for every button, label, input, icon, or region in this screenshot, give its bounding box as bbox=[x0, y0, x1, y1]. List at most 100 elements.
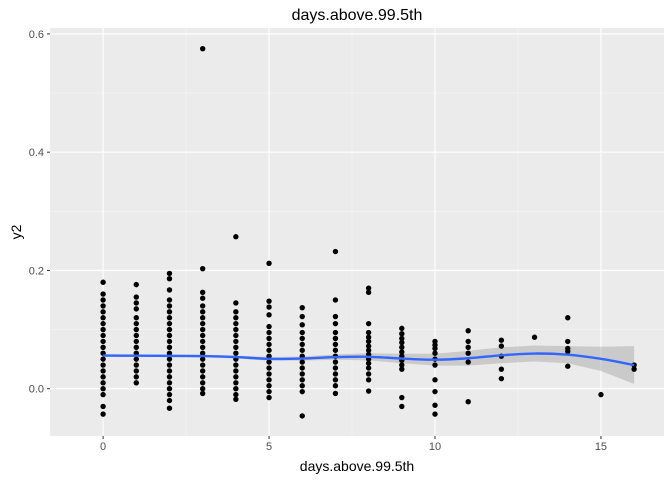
data-point bbox=[199, 309, 206, 315]
data-point bbox=[100, 356, 106, 362]
data-point bbox=[233, 320, 239, 327]
data-point bbox=[100, 368, 106, 374]
data-point bbox=[100, 315, 106, 321]
data-point bbox=[199, 332, 206, 339]
data-point bbox=[133, 332, 139, 339]
data-point bbox=[266, 312, 272, 318]
data-point bbox=[166, 338, 173, 345]
data-point bbox=[299, 359, 305, 365]
data-point bbox=[266, 353, 272, 359]
data-point bbox=[233, 385, 239, 392]
data-point bbox=[399, 403, 405, 410]
data-point bbox=[465, 328, 471, 334]
data-point bbox=[332, 390, 339, 397]
y-tick-label: 0.6 bbox=[29, 29, 44, 41]
data-point bbox=[199, 303, 206, 309]
data-point bbox=[166, 309, 173, 315]
data-point bbox=[199, 380, 206, 386]
data-point bbox=[199, 315, 206, 321]
data-point bbox=[299, 377, 305, 383]
data-point bbox=[166, 315, 173, 321]
data-point bbox=[498, 343, 505, 349]
data-point bbox=[133, 338, 139, 345]
data-point bbox=[399, 366, 405, 372]
data-point bbox=[100, 338, 106, 345]
data-point bbox=[100, 303, 106, 309]
data-point bbox=[100, 309, 106, 315]
points-layer bbox=[100, 45, 637, 419]
data-point bbox=[432, 388, 438, 395]
data-point bbox=[432, 345, 438, 352]
data-point bbox=[166, 374, 173, 380]
plot-panel bbox=[50, 28, 664, 436]
data-point bbox=[266, 371, 272, 377]
data-point bbox=[332, 329, 339, 336]
data-point bbox=[432, 411, 438, 417]
data-point bbox=[332, 320, 339, 327]
x-tick-label: 5 bbox=[266, 441, 272, 453]
data-point bbox=[100, 380, 106, 386]
data-point bbox=[100, 291, 106, 297]
data-point bbox=[498, 366, 505, 372]
y-tick-label: 0.0 bbox=[29, 384, 44, 396]
data-point bbox=[365, 338, 372, 345]
data-point bbox=[100, 320, 106, 327]
x-tick-label: 0 bbox=[100, 441, 106, 453]
data-point bbox=[332, 313, 339, 320]
data-point bbox=[399, 394, 405, 401]
minor-gridlines bbox=[50, 28, 664, 436]
data-point bbox=[133, 344, 139, 351]
x-tick-label: 10 bbox=[429, 441, 441, 453]
data-point bbox=[432, 362, 438, 368]
data-point bbox=[133, 315, 139, 321]
data-point bbox=[166, 297, 173, 303]
data-point bbox=[233, 344, 239, 351]
data-point bbox=[365, 360, 372, 366]
data-point bbox=[100, 326, 106, 333]
data-point bbox=[399, 325, 405, 332]
data-point bbox=[299, 371, 305, 377]
data-point bbox=[199, 356, 206, 362]
smooth-line bbox=[103, 352, 635, 367]
data-point bbox=[233, 350, 239, 356]
major-gridlines bbox=[50, 28, 664, 436]
data-point bbox=[399, 362, 405, 368]
y-axis-title: y2 bbox=[8, 224, 24, 239]
data-point bbox=[266, 383, 272, 389]
data-point bbox=[299, 413, 305, 419]
data-point bbox=[199, 385, 206, 392]
data-point bbox=[365, 285, 372, 291]
data-point bbox=[133, 362, 139, 368]
data-point bbox=[332, 248, 339, 255]
data-point bbox=[465, 359, 471, 365]
data-point bbox=[365, 365, 372, 371]
data-point bbox=[399, 339, 405, 346]
data-point bbox=[565, 338, 571, 345]
data-point bbox=[365, 347, 372, 353]
data-point bbox=[133, 326, 139, 333]
data-point bbox=[166, 270, 173, 277]
data-point bbox=[199, 374, 206, 380]
data-point bbox=[166, 397, 173, 404]
data-point bbox=[299, 335, 305, 342]
data-point bbox=[199, 338, 206, 345]
data-point bbox=[266, 323, 272, 330]
data-point bbox=[332, 377, 339, 383]
data-point bbox=[199, 390, 206, 397]
data-point bbox=[399, 344, 405, 351]
data-point bbox=[432, 377, 438, 383]
data-point bbox=[598, 391, 604, 398]
data-point bbox=[133, 281, 139, 288]
data-point bbox=[233, 315, 239, 321]
data-point bbox=[166, 303, 173, 309]
data-point bbox=[233, 391, 239, 398]
data-point bbox=[233, 326, 239, 333]
data-point bbox=[299, 383, 305, 389]
data-point bbox=[199, 326, 206, 333]
data-point bbox=[166, 362, 173, 368]
data-point bbox=[233, 380, 239, 386]
y-tick-label: 0.4 bbox=[29, 147, 44, 159]
data-point bbox=[233, 309, 239, 315]
data-point bbox=[233, 234, 239, 240]
